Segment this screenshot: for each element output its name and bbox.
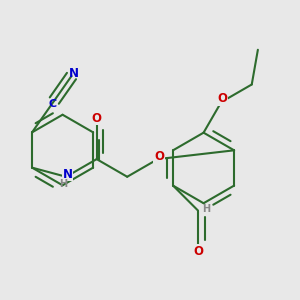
Text: O: O: [193, 245, 203, 258]
Text: O: O: [217, 92, 227, 105]
Text: O: O: [154, 150, 164, 163]
Text: H: H: [202, 204, 211, 214]
Text: N: N: [63, 168, 73, 181]
Text: C: C: [49, 99, 57, 109]
Text: H: H: [59, 179, 67, 189]
Text: O: O: [92, 112, 102, 125]
Text: N: N: [69, 67, 79, 80]
